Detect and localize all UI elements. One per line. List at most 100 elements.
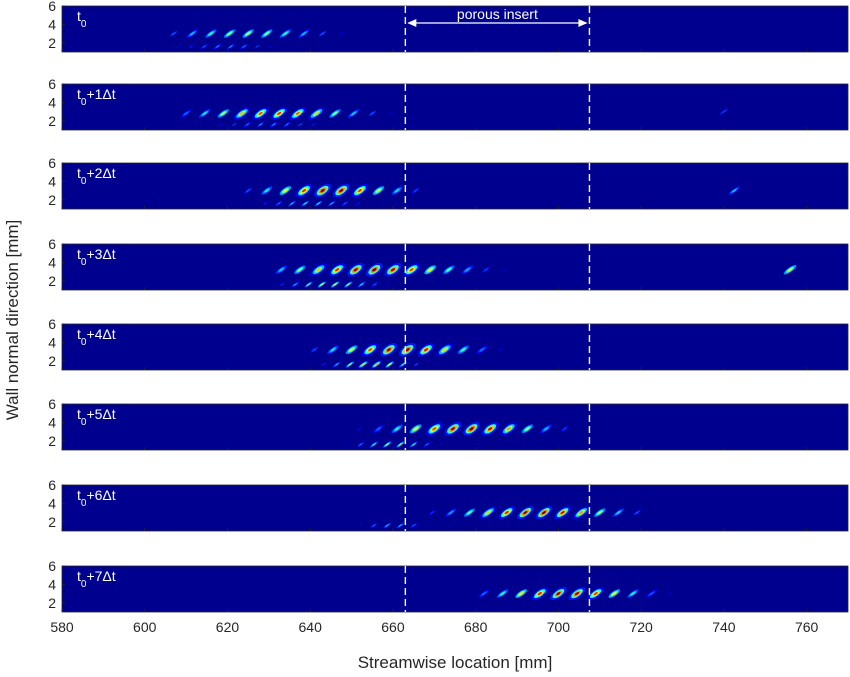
wave-crest xyxy=(386,283,390,286)
wave-crest xyxy=(390,268,396,272)
panel-0: 2 4 6 t0 xyxy=(48,0,849,53)
wave-crest xyxy=(227,32,232,36)
wave-crest xyxy=(448,511,453,515)
wave-crest xyxy=(279,268,284,272)
wave-crest xyxy=(506,427,511,431)
wave-crest xyxy=(442,348,447,352)
wave-crest xyxy=(349,348,354,352)
wave-crest xyxy=(461,348,466,352)
y-tick-label: 6 xyxy=(48,316,56,332)
wave-crest xyxy=(359,443,363,446)
panel-4: 2 4 6 t0+4Δt xyxy=(48,316,849,371)
panel-time-label: t0+2Δt xyxy=(77,165,116,187)
wave-crest xyxy=(264,32,269,36)
panels: 2 4 6 t0 2 4 6 t0+1Δt 2 4 6 t0+2Δt 2 4 6 t0+3Δt 2 4 6 t0+4Δ… xyxy=(48,0,849,635)
wave-crest xyxy=(208,32,213,36)
wave-crest xyxy=(320,188,325,193)
wave-crest xyxy=(612,592,617,596)
wave-crest xyxy=(322,363,325,366)
wave-crest xyxy=(343,202,347,205)
wave-crest xyxy=(184,111,189,115)
panel-frame xyxy=(61,162,849,210)
wave-crest xyxy=(285,123,289,126)
wave-crest xyxy=(312,348,317,352)
wave-crest xyxy=(277,202,281,205)
arrow-head-right xyxy=(578,19,588,27)
panel-1: 2 4 6 t0+1Δt xyxy=(48,76,849,131)
wave-crest xyxy=(721,109,727,114)
wave-crest xyxy=(356,202,360,205)
wave-crest xyxy=(283,32,288,36)
panel-frame xyxy=(61,323,849,371)
y-tick-label: 4 xyxy=(48,16,56,32)
y-tick-label: 2 xyxy=(48,113,56,129)
wave-crest xyxy=(246,189,251,193)
wave-crest xyxy=(239,111,245,116)
wave-crest xyxy=(320,283,324,286)
panel-background xyxy=(62,244,848,290)
arrow-head-left xyxy=(407,19,417,27)
wave-crest xyxy=(467,511,472,515)
panel-6: 2 4 6 t0+6Δt xyxy=(48,477,849,532)
panel-background xyxy=(62,485,848,531)
wave-crest xyxy=(348,363,352,366)
wave-crest xyxy=(361,363,365,366)
wave-crest xyxy=(360,283,363,286)
y-tick-label: 2 xyxy=(48,273,56,289)
wave-crest xyxy=(432,427,437,431)
panel-time-label: t0 xyxy=(77,8,87,30)
wave-crest xyxy=(171,32,176,36)
y-tick-label: 2 xyxy=(48,514,56,530)
wave-crest xyxy=(346,283,350,286)
panel-3: 2 4 6 t0+3Δt xyxy=(48,236,849,291)
wave-crest xyxy=(372,268,377,272)
wave-crest xyxy=(450,427,456,431)
panel-frame xyxy=(61,403,849,451)
y-tick-label: 2 xyxy=(48,192,56,208)
wave-crest xyxy=(301,32,307,36)
panel-frame xyxy=(61,243,849,291)
wave-crest xyxy=(219,123,223,126)
wave-crest xyxy=(438,443,442,446)
y-tick-label: 6 xyxy=(48,396,56,412)
panel-frame xyxy=(61,83,849,131)
wave-crest xyxy=(283,189,288,193)
wave-crest xyxy=(668,592,673,596)
panel-background xyxy=(62,6,848,52)
wave-crest xyxy=(293,283,297,286)
wave-crest xyxy=(258,111,263,116)
panel-background xyxy=(62,324,848,370)
wave-crest xyxy=(339,32,344,36)
wave-crest xyxy=(280,283,284,286)
wave-crest xyxy=(395,427,400,431)
panel-time-label: t0+3Δt xyxy=(77,246,116,268)
wave-crest xyxy=(202,45,206,48)
y-tick-label: 2 xyxy=(48,433,56,449)
wave-crest xyxy=(269,45,272,48)
wave-crest xyxy=(465,268,470,272)
x-tick-label: 740 xyxy=(712,619,736,635)
wave-crest xyxy=(412,443,416,446)
wave-crest xyxy=(388,111,393,115)
wave-crest xyxy=(373,283,377,286)
wave-crest xyxy=(423,348,429,352)
x-tick-label: 580 xyxy=(50,619,74,635)
wave-crest xyxy=(190,32,195,36)
panel-background xyxy=(62,163,848,209)
y-tick-label: 4 xyxy=(48,414,56,430)
wave-crest xyxy=(541,510,547,515)
wave-crest xyxy=(446,268,451,272)
x-tick-label: 640 xyxy=(299,619,323,635)
wave-crest xyxy=(630,592,635,596)
x-tick-label: 720 xyxy=(629,619,653,635)
wave-crest xyxy=(357,427,362,431)
wave-crest xyxy=(317,202,320,205)
panel-time-label: t0+6Δt xyxy=(77,487,116,509)
wave-crest xyxy=(232,123,236,126)
y-tick-label: 2 xyxy=(48,595,56,611)
wave-crest xyxy=(333,283,337,286)
wave-crest xyxy=(290,202,294,205)
wave-crest xyxy=(353,268,358,272)
wave-crest xyxy=(307,283,310,286)
y-tick-label: 2 xyxy=(48,35,56,51)
